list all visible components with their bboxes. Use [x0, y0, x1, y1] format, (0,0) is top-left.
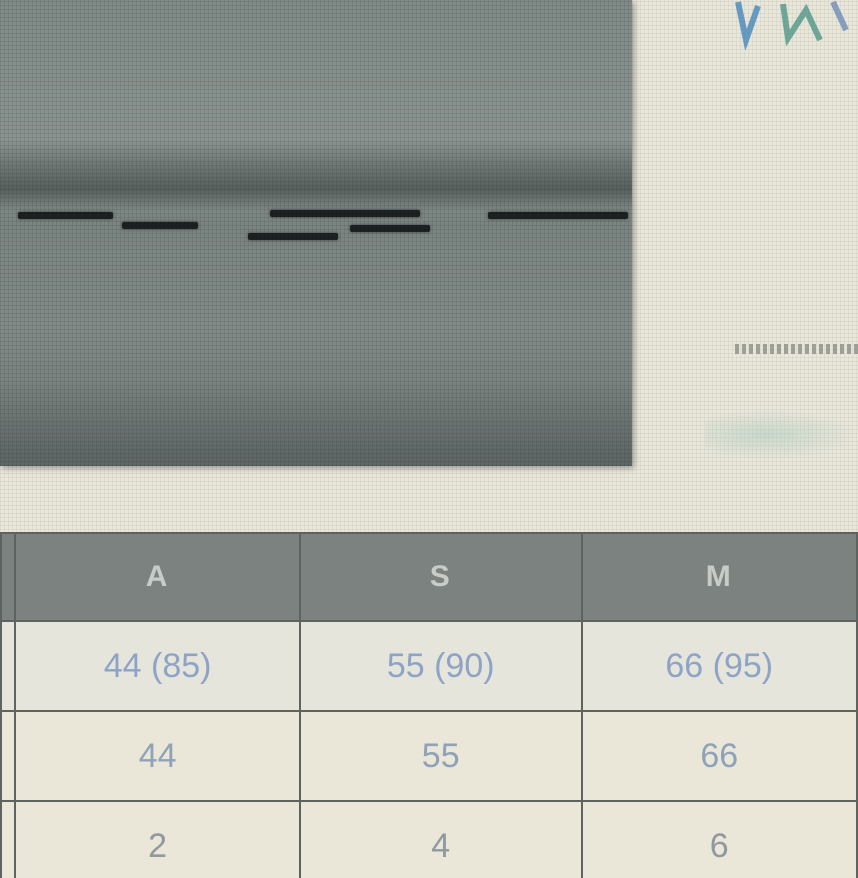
table-cell — [0, 710, 17, 802]
dark-band — [122, 222, 198, 229]
table-cell: 55 (90) — [298, 620, 583, 712]
dark-band — [18, 212, 113, 219]
dark-band — [270, 210, 420, 217]
table-cell — [0, 800, 17, 878]
header-row: A S M — [0, 532, 858, 622]
table-row: 2 4 6 — [0, 800, 858, 878]
table-cell: 4 — [298, 800, 583, 878]
dark-band — [350, 225, 430, 232]
header-cell: S — [298, 532, 583, 622]
header-cell: A — [14, 532, 301, 622]
table-cell — [0, 620, 17, 712]
table-cell: 66 (95) — [580, 620, 858, 712]
header-cell — [0, 532, 17, 622]
dark-band — [248, 233, 338, 240]
header-cell: M — [580, 532, 858, 622]
side-letters-icon — [735, 0, 849, 50]
table-row: 44 55 66 — [0, 710, 858, 802]
side-dotted-line — [735, 344, 858, 354]
results-table: A S M 44 (85) 55 (90) 66 (95) 44 55 66 2… — [0, 532, 858, 878]
product-photo — [0, 0, 632, 466]
table-row: 44 (85) 55 (90) 66 (95) — [0, 620, 858, 712]
table-cell: 6 — [580, 800, 858, 878]
table-cell: 44 — [14, 710, 301, 802]
table-cell: 2 — [14, 800, 301, 878]
photo-lower — [0, 380, 632, 466]
dark-band — [488, 212, 628, 219]
photo-haze — [0, 140, 632, 210]
side-blur — [705, 410, 858, 460]
table-cell: 44 (85) — [14, 620, 301, 712]
table-cell: 55 — [298, 710, 583, 802]
table-cell: 66 — [580, 710, 858, 802]
